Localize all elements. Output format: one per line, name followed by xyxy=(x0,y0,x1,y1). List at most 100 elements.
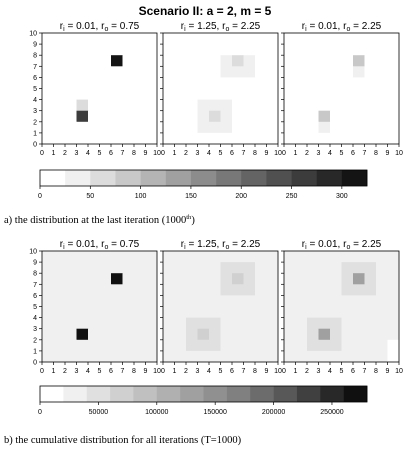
heatmap-cell xyxy=(284,295,296,307)
heatmap-cell xyxy=(266,328,279,341)
heatmap-cell xyxy=(266,33,279,45)
colorbar-bin xyxy=(115,170,141,186)
heatmap-cell xyxy=(186,132,198,145)
heatmap-cell xyxy=(134,273,146,285)
heatmap-cell xyxy=(163,251,175,263)
x-tick-label: 4 xyxy=(207,150,211,157)
heatmap-cell xyxy=(186,306,198,318)
x-tick-label: 8 xyxy=(374,368,378,375)
heatmap-cell xyxy=(255,88,267,100)
heatmap-cell xyxy=(174,55,187,67)
heatmap-cell xyxy=(76,110,89,123)
label-ri-value: = 0.01, xyxy=(65,21,101,32)
label-ro-value: = 2.25 xyxy=(229,239,260,250)
heatmap-cell xyxy=(174,77,187,89)
heatmap-cell xyxy=(134,251,146,263)
heatmap-cell xyxy=(76,262,89,274)
heatmap-cell xyxy=(145,295,158,307)
heatmap-cell xyxy=(307,99,319,111)
heatmap-cell xyxy=(318,55,331,67)
heatmap-cell xyxy=(163,132,175,145)
heatmap-cell xyxy=(376,77,388,89)
heatmap-cell xyxy=(243,132,256,145)
heatmap-cell xyxy=(341,99,354,111)
heatmap-cell xyxy=(99,110,112,123)
heatmap-cell xyxy=(99,121,112,134)
heatmap-cell xyxy=(145,99,158,111)
heatmap-cell xyxy=(295,44,308,56)
panel-2: ri = 1.25, ro = 2.250 1 2 3 4 5 6 7 8 9 10 xyxy=(160,239,282,375)
label-ri-sub: i xyxy=(184,244,186,251)
heatmap-cell xyxy=(341,339,354,352)
heatmap-cell xyxy=(209,110,221,123)
heatmap-cell xyxy=(197,77,210,89)
label-ri-sub: i xyxy=(184,26,186,33)
x-tick-label: 6 xyxy=(230,150,234,157)
heatmap-cell xyxy=(232,44,244,56)
label-ro-sub: o xyxy=(346,26,350,33)
heatmap-cell xyxy=(266,110,279,123)
heatmap-cell xyxy=(387,33,400,45)
heatmap-cell xyxy=(99,99,112,111)
heatmap-cell xyxy=(255,306,267,318)
heatmap-cell xyxy=(209,132,221,145)
heatmap-cell xyxy=(88,306,100,318)
x-tick-label: 2 xyxy=(305,150,309,157)
heatmap-cell xyxy=(186,317,198,329)
heatmap-cell xyxy=(111,88,123,100)
heatmap-cell xyxy=(318,262,331,274)
heatmap-cell xyxy=(255,284,267,296)
label-ri: r xyxy=(302,21,306,32)
heatmap-cell xyxy=(220,77,233,89)
heatmap-cell xyxy=(353,110,365,123)
figure-title: Scenario II: a = 2, m = 5 xyxy=(139,4,272,18)
heatmap-cell xyxy=(186,350,198,363)
heatmap-cell xyxy=(209,33,221,45)
heatmap-cell xyxy=(42,77,54,89)
colorbar-bin xyxy=(343,386,368,402)
heatmap-cell xyxy=(163,262,175,274)
heatmap-cell xyxy=(353,88,365,100)
heatmap-cell xyxy=(295,66,308,78)
heatmap-cell xyxy=(65,44,77,56)
heatmap-cell xyxy=(53,317,66,329)
heatmap-cell xyxy=(42,317,54,329)
heatmap-cell xyxy=(99,88,112,100)
heatmap-cell xyxy=(307,273,319,285)
heatmap-cell xyxy=(266,306,279,318)
heatmap-cell xyxy=(88,66,100,78)
heatmap-cell xyxy=(318,328,331,341)
heatmap-cell xyxy=(53,55,66,67)
heatmap-cell xyxy=(76,317,89,329)
colorbar-bin xyxy=(90,170,116,186)
heatmap-cell xyxy=(353,339,365,352)
heatmap-cell xyxy=(295,295,308,307)
heatmap-cell xyxy=(99,33,112,45)
heatmap-cell xyxy=(209,262,221,274)
heatmap-cell xyxy=(88,350,100,363)
heatmap-cell xyxy=(76,273,89,285)
heatmap-cell xyxy=(145,132,158,145)
heatmap-cell xyxy=(295,328,308,341)
heatmap-cell xyxy=(295,33,308,45)
heatmap-cell xyxy=(341,306,354,318)
panel-2: ri = 1.25, ro = 2.250 1 2 3 4 5 6 7 8 9 10 xyxy=(160,21,282,157)
heatmap-cell xyxy=(163,284,175,296)
heatmap-cell xyxy=(53,132,66,145)
heatmap-cell xyxy=(307,132,319,145)
heatmap-cell xyxy=(232,121,244,134)
colorbar-tick-label: 100000 xyxy=(145,409,168,416)
heatmap-cell xyxy=(284,317,296,329)
heatmap-cell xyxy=(65,262,77,274)
heatmap-cell xyxy=(88,77,100,89)
heatmap-cell xyxy=(111,132,123,145)
x-tick-label: 1 xyxy=(52,368,56,375)
heatmap-cell xyxy=(318,121,331,134)
x-tick-label: 0 xyxy=(161,368,165,375)
heatmap-cell xyxy=(197,44,210,56)
heatmap-cell xyxy=(163,44,175,56)
x-tick-label: 10 xyxy=(395,150,403,157)
label-ro-value: = 2.25 xyxy=(350,239,381,250)
label-ro: r xyxy=(101,239,105,250)
x-tick-label: 0 xyxy=(282,150,286,157)
